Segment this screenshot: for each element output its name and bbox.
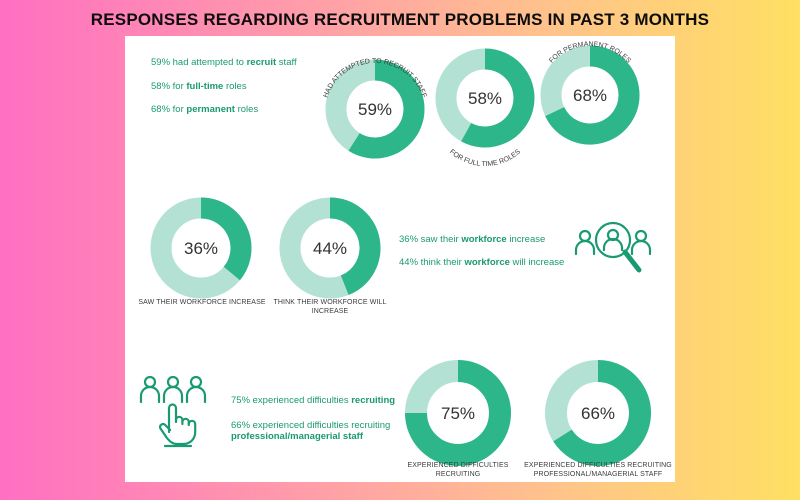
- donut-value-label: 66%: [581, 404, 615, 423]
- donut-value-arc: [553, 360, 651, 466]
- hand-pointing-people-icon: [139, 375, 207, 448]
- donut-value-arc: [545, 45, 640, 145]
- donut-value-arc: [461, 48, 535, 148]
- donut-chart-recruit-staff: 59% HAD ATTEMPTED TO RECRUIT STAFF: [323, 58, 427, 159]
- donut-chart-full-time: 58% FOR FULL TIME ROLES: [435, 48, 535, 168]
- donut-chart-difficulties-professional: 66%: [545, 360, 651, 466]
- donut-value-label: 58%: [468, 89, 502, 108]
- donut-value-label: 36%: [184, 239, 218, 258]
- donut-value-arc: [329, 197, 381, 295]
- stat-text-difficulties-recruiting: 75% experienced difficulties recruiting: [231, 395, 396, 406]
- stat-text-workforce-will-increase: 44% think their workforce will increase: [399, 257, 565, 268]
- donut-chart-difficulties-recruiting: 75%: [405, 360, 511, 466]
- stat-text-permanent: 68% for permanent roles: [151, 104, 259, 115]
- donut-value-arc: [405, 360, 511, 466]
- stat-text-full-time: 58% for full-time roles: [151, 81, 247, 92]
- donut-value-label: 75%: [441, 404, 475, 423]
- donut-caption-difficulties-professional: EXPERIENCED DIFFICULTIES RECRUITING PROF…: [524, 462, 672, 478]
- workforce-search-icon: [574, 221, 652, 273]
- stat-text-recruit: 59% had attempted to recruit staff: [151, 57, 297, 68]
- donut-caption-workforce-will-increase: THINK THEIR WORKFORCE WILL INCREASE: [273, 299, 387, 315]
- donut-chart-workforce-increase: 36%: [150, 197, 252, 299]
- stat-text-difficulties-professional: 66% experienced difficulties recruiting …: [231, 420, 391, 442]
- donut-value-arc: [200, 197, 252, 281]
- donut-caption-workforce-increase: SAW THEIR WORKFORCE INCREASE: [138, 299, 266, 306]
- donut-value-label: 44%: [313, 239, 347, 258]
- stat-text-workforce-increase: 36% saw their workforce increase: [399, 234, 546, 245]
- donut-chart-workforce-will-increase: 44%: [279, 197, 381, 299]
- infographic-panel: 59% had attempted to recruit staff 58% f…: [125, 36, 675, 482]
- donut-value-arc: [348, 59, 425, 159]
- donut-chart-permanent: 68% FOR PERMANENT ROLES: [540, 41, 640, 145]
- donut-caption-full-time: FOR FULL TIME ROLES: [448, 148, 522, 168]
- infographic-title: RESPONSES REGARDING RECRUITMENT PROBLEMS…: [90, 10, 710, 29]
- donut-caption-difficulties-recruiting: EXPERIENCED DIFFICULTIES RECRUITING: [407, 462, 509, 478]
- donut-value-label: 59%: [358, 100, 392, 119]
- donut-value-label: 68%: [573, 86, 607, 105]
